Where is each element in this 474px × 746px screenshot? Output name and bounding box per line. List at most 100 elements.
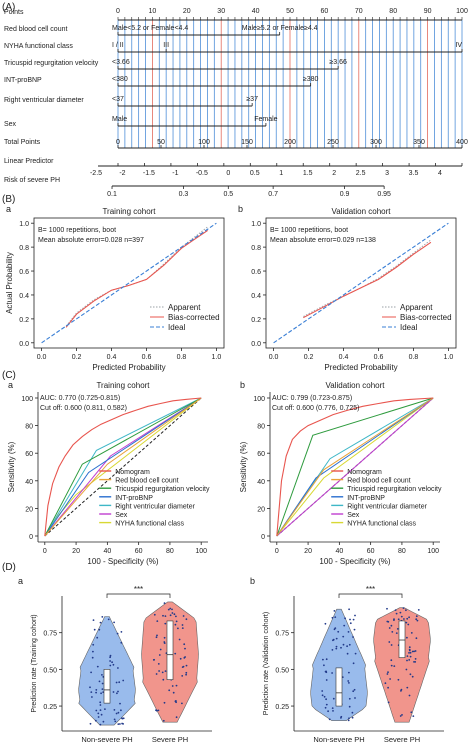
y-tick-label: 0 [261, 534, 265, 541]
data-point [397, 678, 400, 681]
data-point [347, 631, 350, 633]
x-category-label: Non-severe PH [81, 735, 132, 744]
linear-predictor-tick-label: 4 [438, 170, 442, 177]
row-label: Tricuspid regurgitation velocity [4, 60, 99, 67]
legend-label: Nomogram [115, 469, 150, 476]
roc-curve-tricuspid-regurgitation-velocity [44, 397, 202, 537]
data-point [349, 618, 351, 621]
x-tick-label: 0.8 [409, 354, 419, 361]
points-tick-label: 10 [149, 8, 157, 15]
y-tick-label: 20 [257, 506, 265, 513]
data-point [323, 664, 325, 667]
risk-tick-label: 0.5 [223, 191, 233, 198]
y-tick-label: 0.6 [19, 269, 29, 276]
risk-tick-label: 0.95 [377, 191, 391, 198]
points-tick-label: 80 [389, 8, 397, 15]
data-point [393, 618, 395, 621]
data-point [122, 723, 124, 725]
roc-curve-red-blood-cell-count [44, 397, 202, 537]
data-point [331, 672, 333, 674]
data-point [102, 720, 105, 723]
legend-label: Red blood cell count [347, 478, 410, 485]
data-point [172, 691, 175, 694]
data-point [175, 615, 177, 618]
data-point [413, 661, 415, 663]
roc-curve-sex [44, 397, 202, 537]
data-point [185, 671, 188, 674]
data-point [100, 692, 102, 695]
data-point [95, 709, 98, 712]
linear-predictor-tick-label: 1.5 [303, 170, 313, 177]
roc-curve-nomogram [276, 397, 434, 537]
data-point [337, 630, 340, 633]
y-tick-label: 0.4 [251, 293, 261, 300]
data-point [340, 715, 343, 718]
series-line-apparent [65, 226, 208, 327]
significance-label: *** [134, 585, 143, 594]
data-point [331, 649, 334, 651]
x-tick-label: 0.2 [304, 354, 314, 361]
x-category-label: Severe PH [152, 735, 188, 744]
series-line-ideal [273, 222, 449, 344]
data-point [156, 634, 158, 637]
data-point [415, 637, 418, 640]
data-point [161, 671, 164, 674]
data-point [181, 675, 184, 677]
variable-level-label: I / II [112, 42, 124, 49]
data-point [120, 641, 123, 644]
data-point [157, 709, 160, 712]
data-point [354, 614, 356, 617]
data-point [155, 636, 158, 639]
data-point [408, 659, 411, 661]
plot-frame [265, 217, 457, 349]
roc-curve-red-blood-cell-count [276, 397, 434, 537]
linear-predictor-tick-label: -0.5 [196, 170, 208, 177]
data-point [181, 702, 183, 705]
points-tick-label: 30 [217, 8, 225, 15]
data-point [90, 671, 92, 674]
data-point [410, 632, 413, 634]
roc-curve-right-ventricular-diameter [44, 397, 202, 537]
x-category-label: Severe PH [384, 735, 420, 744]
data-point [109, 660, 111, 662]
data-point [100, 713, 103, 716]
data-point [321, 690, 324, 692]
data-point [167, 608, 170, 611]
x-tick-label: 100 [427, 548, 439, 555]
panel-label-b: (B) [2, 194, 15, 205]
data-point [391, 631, 394, 633]
row-label: Points [4, 9, 24, 16]
data-point [99, 723, 102, 726]
linear-predictor-tick-label: -2.5 [90, 170, 102, 177]
data-point [386, 607, 388, 610]
data-point [416, 619, 419, 622]
data-point [321, 694, 324, 697]
x-tick-label: 60 [135, 548, 143, 555]
panel-label-d: (D) [2, 562, 16, 573]
data-point [98, 680, 101, 683]
data-point [113, 621, 115, 624]
sub-label: b [240, 380, 245, 390]
total-points-tick-label: 200 [284, 139, 296, 146]
data-point [93, 628, 96, 631]
x-tick-label: 20 [304, 548, 312, 555]
data-point [411, 650, 414, 653]
x-category-label: Non-severe PH [313, 735, 364, 744]
x-tick-label: 1.0 [212, 354, 222, 361]
data-point [399, 611, 402, 614]
y-tick-label: 20 [25, 506, 33, 513]
legend-label: INT-proBNP [115, 495, 153, 502]
x-tick-label: 0.4 [107, 354, 117, 361]
legend-label: Tricuspid regurgitation velocity [115, 486, 210, 493]
x-tick-label: 20 [72, 548, 80, 555]
data-point [410, 711, 413, 714]
data-point [182, 615, 185, 617]
total-points-tick-label: 250 [327, 139, 339, 146]
legend-label: Sex [347, 512, 360, 519]
data-point [171, 685, 174, 687]
data-point [175, 620, 178, 623]
x-tick-label: 0 [275, 548, 279, 555]
data-point [117, 711, 120, 714]
data-point [351, 716, 354, 719]
